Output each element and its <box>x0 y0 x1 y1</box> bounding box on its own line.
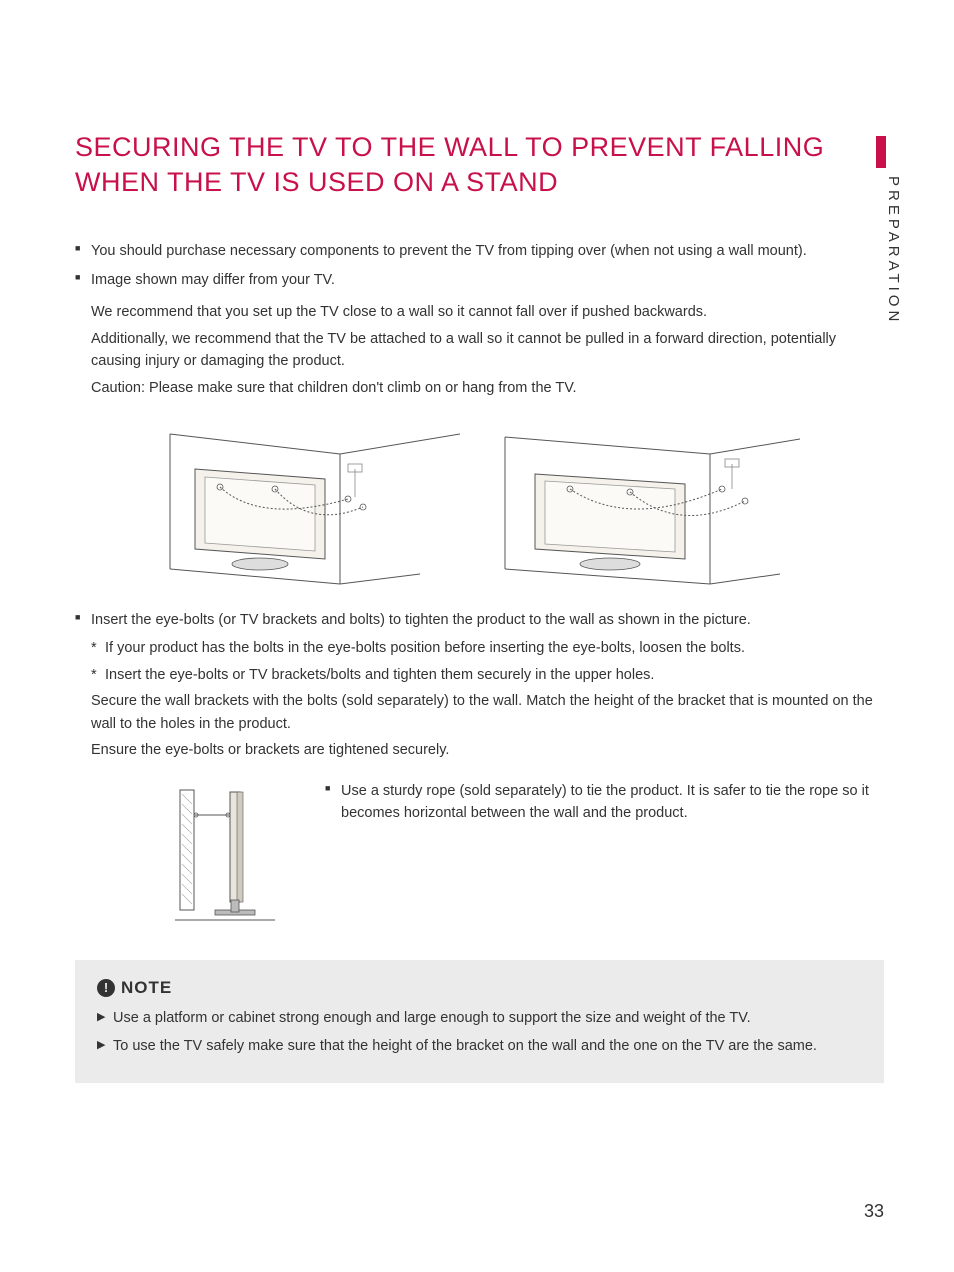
sub-note-star: Insert the eye-bolts or TV brackets/bolt… <box>75 664 884 686</box>
note-title: NOTE <box>121 978 172 998</box>
note-item: To use the TV safely make sure that the … <box>97 1036 862 1058</box>
list-item: You should purchase necessary components… <box>75 240 884 262</box>
intro-paragraphs: We recommend that you set up the TV clos… <box>75 301 884 399</box>
sub-note-plain: Secure the wall brackets with the bolts … <box>75 690 884 735</box>
sub-note-plain: Ensure the eye-bolts or brackets are tig… <box>75 739 884 761</box>
insert-bullet-list: Insert the eye-bolts (or TV brackets and… <box>75 609 884 631</box>
intro-bullet-list: You should purchase necessary components… <box>75 240 884 291</box>
paragraph: Additionally, we recommend that the TV b… <box>91 328 884 373</box>
paragraph: We recommend that you set up the TV clos… <box>91 301 884 323</box>
paragraph: Caution: Please make sure that children … <box>91 377 884 399</box>
note-item: Use a platform or cabinet strong enough … <box>97 1008 862 1030</box>
side-accent-tab <box>876 136 886 168</box>
wall-mount-diagram-right <box>500 429 800 589</box>
list-item: Insert the eye-bolts (or TV brackets and… <box>75 609 884 631</box>
note-alert-icon: ! <box>97 979 115 997</box>
page-number: 33 <box>864 1201 884 1222</box>
note-box: ! NOTE Use a platform or cabinet strong … <box>75 960 884 1084</box>
rope-instruction-text: Use a sturdy rope (sold separately) to t… <box>325 780 884 825</box>
side-figure-row: Use a sturdy rope (sold separately) to t… <box>75 780 884 940</box>
wall-mount-diagram-left <box>160 429 460 589</box>
note-header: ! NOTE <box>97 978 862 998</box>
sub-note-star: If your product has the bolts in the eye… <box>75 637 884 659</box>
tv-side-view-diagram <box>175 780 295 940</box>
section-side-label: PREPARATION <box>885 176 902 325</box>
wall-diagrams-row <box>75 429 884 589</box>
page-title: SECURING THE TV TO THE WALL TO PREVENT F… <box>75 130 835 200</box>
list-item: Image shown may differ from your TV. <box>75 269 884 291</box>
